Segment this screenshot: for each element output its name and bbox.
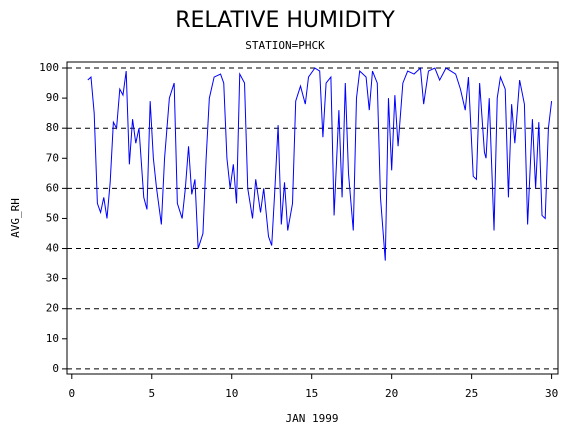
chart-subtitle: STATION=PHCK xyxy=(245,39,325,52)
y-tick-label: 100 xyxy=(39,61,59,74)
x-tick-label: 15 xyxy=(305,387,318,400)
y-tick-label: 80 xyxy=(46,121,59,134)
y-tick-label: 0 xyxy=(52,362,59,375)
y-tick-label: 10 xyxy=(46,332,59,345)
x-tick-label: 20 xyxy=(385,387,398,400)
x-tick-label: 30 xyxy=(545,387,558,400)
y-tick-label: 50 xyxy=(46,211,59,224)
y-tick-label: 40 xyxy=(46,242,59,255)
x-tick-label: 25 xyxy=(465,387,478,400)
x-tick-label: 10 xyxy=(225,387,238,400)
x-tick-label: 0 xyxy=(68,387,75,400)
x-axis-label: JAN 1999 xyxy=(286,412,339,425)
y-axis-label: AVG_RH xyxy=(9,198,22,238)
plot-frame xyxy=(66,61,559,375)
x-tick-label: 5 xyxy=(148,387,155,400)
y-tick-label: 70 xyxy=(46,151,59,164)
y-tick-label: 90 xyxy=(46,91,59,104)
chart-title: RELATIVE HUMIDITY xyxy=(175,8,395,33)
y-tick-label: 20 xyxy=(46,302,59,315)
y-tick-label: 30 xyxy=(46,272,59,285)
y-tick-label: 60 xyxy=(46,181,59,194)
data-line xyxy=(87,66,553,261)
